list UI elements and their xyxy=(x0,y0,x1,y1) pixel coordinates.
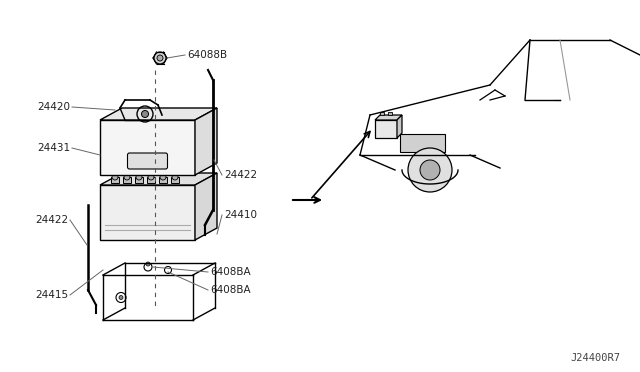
Polygon shape xyxy=(100,108,217,120)
Circle shape xyxy=(172,174,178,180)
Circle shape xyxy=(141,110,148,118)
Bar xyxy=(400,134,445,152)
Circle shape xyxy=(160,174,166,180)
Text: 24420: 24420 xyxy=(37,102,70,112)
Text: 24410: 24410 xyxy=(224,210,257,220)
Polygon shape xyxy=(375,115,402,120)
Circle shape xyxy=(154,52,166,64)
Circle shape xyxy=(408,148,452,192)
Polygon shape xyxy=(195,173,217,240)
Text: J24400R7: J24400R7 xyxy=(570,353,620,363)
Bar xyxy=(111,177,119,183)
Circle shape xyxy=(112,174,118,180)
Polygon shape xyxy=(397,115,402,138)
Circle shape xyxy=(146,262,150,266)
Circle shape xyxy=(124,174,130,180)
Circle shape xyxy=(148,174,154,180)
Text: 24422: 24422 xyxy=(35,215,68,225)
Circle shape xyxy=(157,55,163,61)
Bar xyxy=(375,120,397,138)
Bar xyxy=(388,112,392,115)
Bar xyxy=(123,177,131,183)
Text: 24422: 24422 xyxy=(224,170,257,180)
Text: 6408BA: 6408BA xyxy=(210,285,251,295)
Text: 6408BA: 6408BA xyxy=(210,267,251,277)
Bar xyxy=(380,112,384,115)
Polygon shape xyxy=(100,120,195,175)
Polygon shape xyxy=(100,173,217,185)
Text: 24431: 24431 xyxy=(37,143,70,153)
FancyBboxPatch shape xyxy=(127,153,168,169)
Bar xyxy=(135,177,143,183)
Polygon shape xyxy=(100,185,195,240)
Circle shape xyxy=(136,174,142,180)
Circle shape xyxy=(420,160,440,180)
Bar xyxy=(171,177,179,183)
Circle shape xyxy=(119,295,123,299)
Polygon shape xyxy=(195,108,217,175)
Text: 64088B: 64088B xyxy=(187,50,227,60)
Bar xyxy=(159,177,167,183)
Bar xyxy=(147,177,155,183)
Text: 24415: 24415 xyxy=(35,290,68,300)
